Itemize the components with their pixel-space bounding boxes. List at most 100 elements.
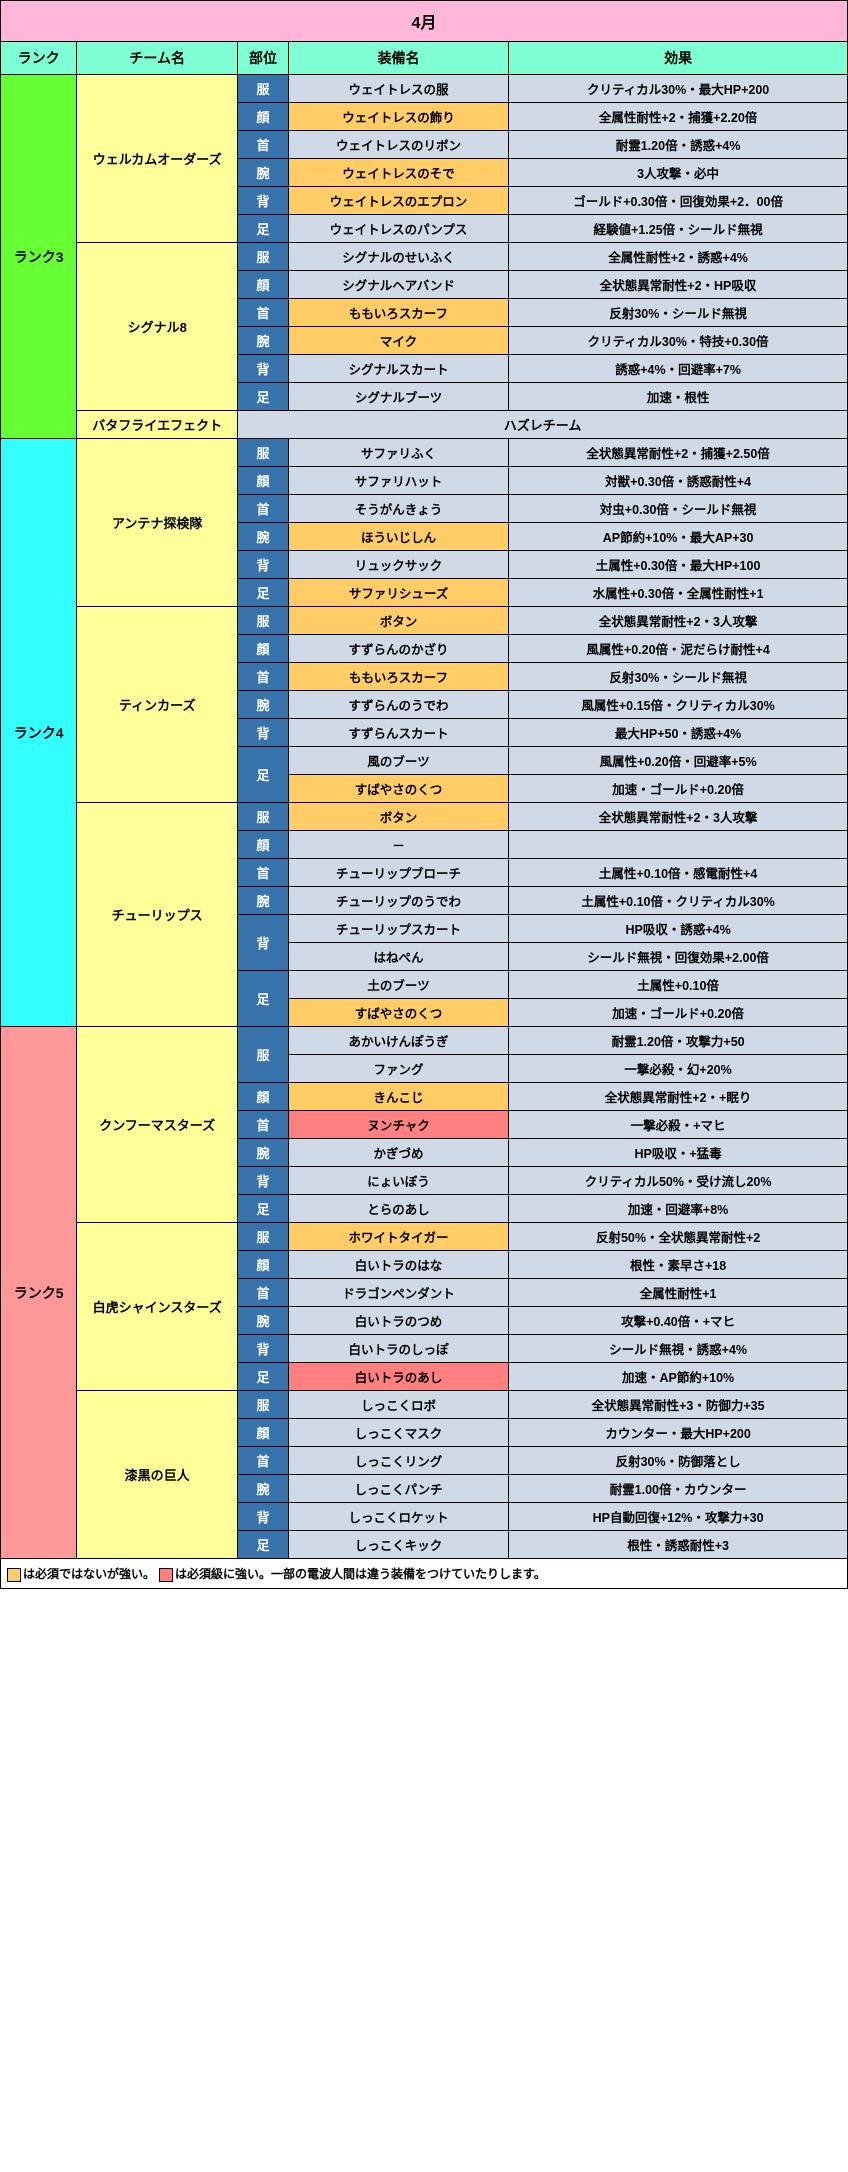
legend-red-text: は必須級に強い。一部の電波人間は違う装備をつけていたりします。 bbox=[175, 1567, 546, 1581]
slot-cell: 足 bbox=[238, 1363, 289, 1391]
equip-name: すずらんスカート bbox=[288, 719, 508, 747]
equip-name: ウェイトレスのリボン bbox=[288, 131, 508, 159]
slot-cell: 顔 bbox=[238, 103, 289, 131]
effect-text: ゴールド+0.30倍・回復効果+2．00倍 bbox=[509, 187, 848, 215]
rank-cell: ランク3 bbox=[1, 75, 77, 439]
effect-text: 全属性耐性+2・誘惑+4% bbox=[509, 243, 848, 271]
slot-cell: 足 bbox=[238, 1531, 289, 1559]
effect-text: 経験値+1.25倍・シールド無視 bbox=[509, 215, 848, 243]
effect-text: 対虫+0.30倍・シールド無視 bbox=[509, 495, 848, 523]
effect-text: 反射30%・シールド無視 bbox=[509, 663, 848, 691]
equip-name: すずらんのかざり bbox=[288, 635, 508, 663]
slot-cell: 服 bbox=[238, 75, 289, 103]
effect-text: シールド無視・回復効果+2.00倍 bbox=[509, 943, 848, 971]
effect-text: クリティカル30%・最大HP+200 bbox=[509, 75, 848, 103]
team-name: バタフライエフェクト bbox=[77, 411, 238, 439]
header-rank: ランク bbox=[1, 42, 77, 75]
slot-cell: 腕 bbox=[238, 523, 289, 551]
slot-cell: 首 bbox=[238, 131, 289, 159]
effect-text: 土属性+0.10倍・感電耐性+4 bbox=[509, 859, 848, 887]
slot-cell: 背 bbox=[238, 187, 289, 215]
slot-cell: 顔 bbox=[238, 1419, 289, 1447]
effect-text: 耐霊1.20倍・誘惑+4% bbox=[509, 131, 848, 159]
rank-cell: ランク4 bbox=[1, 439, 77, 1027]
slot-cell: 首 bbox=[238, 1447, 289, 1475]
effect-text: 根性・誘惑耐性+3 bbox=[509, 1531, 848, 1559]
team-name: ティンカーズ bbox=[77, 607, 238, 803]
equip-name: リュックサック bbox=[288, 551, 508, 579]
effect-text: HP吸収・誘惑+4% bbox=[509, 915, 848, 943]
equip-name: チューリップのうでわ bbox=[288, 887, 508, 915]
slot-cell: 腕 bbox=[238, 159, 289, 187]
slot-cell: 背 bbox=[238, 719, 289, 747]
effect-text: 全属性耐性+2・捕獲+2.20倍 bbox=[509, 103, 848, 131]
slot-cell: 足 bbox=[238, 215, 289, 243]
equip-name: シグナルヘアバンド bbox=[288, 271, 508, 299]
equip-name: しっこくロケット bbox=[288, 1503, 508, 1531]
team-name: ウェルカムオーダーズ bbox=[77, 75, 238, 243]
slot-cell: 顔 bbox=[238, 1083, 289, 1111]
effect-text: 反射50%・全状態異常耐性+2 bbox=[509, 1223, 848, 1251]
effect-text: 風属性+0.20倍・泥だらけ耐性+4 bbox=[509, 635, 848, 663]
slot-cell: 首 bbox=[238, 1279, 289, 1307]
slot-cell: 腕 bbox=[238, 1139, 289, 1167]
equip-name: 白いトラのしっぽ bbox=[288, 1335, 508, 1363]
effect-text: 風属性+0.20倍・回避率+5% bbox=[509, 747, 848, 775]
equip-name: 土のブーツ bbox=[288, 971, 508, 999]
slot-cell: 顔 bbox=[238, 467, 289, 495]
effect-text: 全属性耐性+1 bbox=[509, 1279, 848, 1307]
effect-text: 加速・ゴールド+0.20倍 bbox=[509, 999, 848, 1027]
slot-cell: 服 bbox=[238, 1223, 289, 1251]
equip-name: しっこくマスク bbox=[288, 1419, 508, 1447]
effect-text: 水属性+0.30倍・全属性耐性+1 bbox=[509, 579, 848, 607]
slot-cell: 服 bbox=[238, 439, 289, 467]
equip-name: 白いトラのあし bbox=[288, 1363, 508, 1391]
equip-name: しっこくパンチ bbox=[288, 1475, 508, 1503]
slot-cell: 服 bbox=[238, 243, 289, 271]
slot-cell: 首 bbox=[238, 299, 289, 327]
slot-cell: 首 bbox=[238, 495, 289, 523]
slot-cell: 首 bbox=[238, 859, 289, 887]
slot-cell: 背 bbox=[238, 915, 289, 971]
effect-text: 一撃必殺・幻+20% bbox=[509, 1055, 848, 1083]
equip-name: サファリふく bbox=[288, 439, 508, 467]
slot-cell: 首 bbox=[238, 663, 289, 691]
effect-text: 対獣+0.30倍・誘惑耐性+4 bbox=[509, 467, 848, 495]
equip-name: 風のブーツ bbox=[288, 747, 508, 775]
slot-cell: 足 bbox=[238, 971, 289, 1027]
equip-name: にょいぼう bbox=[288, 1167, 508, 1195]
effect-text: 全状態異常耐性+2・捕獲+2.50倍 bbox=[509, 439, 848, 467]
slot-cell: 首 bbox=[238, 1111, 289, 1139]
effect-text: 加速・回避率+8% bbox=[509, 1195, 848, 1223]
equip-name: ウェイトレスの飾り bbox=[288, 103, 508, 131]
team-name: チューリップス bbox=[77, 803, 238, 1027]
effect-text: 全状態異常耐性+3・防御力+35 bbox=[509, 1391, 848, 1419]
effect-text: 風属性+0.15倍・クリティカル30% bbox=[509, 691, 848, 719]
slot-cell: 腕 bbox=[238, 887, 289, 915]
effect-text bbox=[509, 831, 848, 859]
equip-name: ヌンチャク bbox=[288, 1111, 508, 1139]
equip-name: しっこくキック bbox=[288, 1531, 508, 1559]
effect-text: 反射30%・シールド無視 bbox=[509, 299, 848, 327]
effect-text: 全状態異常耐性+2・HP吸収 bbox=[509, 271, 848, 299]
equip-name: ももいろスカーフ bbox=[288, 663, 508, 691]
header-effect: 効果 bbox=[509, 42, 848, 75]
equipment-table: 4月 ランク チーム名 部位 装備名 効果 ランク3ウェルカムオーダーズ服ウェイ… bbox=[0, 0, 848, 1589]
equip-name: 白いトラのつめ bbox=[288, 1307, 508, 1335]
month-title: 4月 bbox=[1, 1, 848, 42]
equip-name: チューリップスカート bbox=[288, 915, 508, 943]
equip-name: あかいけんぽうぎ bbox=[288, 1027, 508, 1055]
slot-cell: 服 bbox=[238, 803, 289, 831]
effect-text: 最大HP+50・誘惑+4% bbox=[509, 719, 848, 747]
slot-cell: 腕 bbox=[238, 1475, 289, 1503]
equip-name: サファリシューズ bbox=[288, 579, 508, 607]
legend-red-box bbox=[159, 1568, 173, 1582]
equip-name: ウェイトレスのエプロン bbox=[288, 187, 508, 215]
effect-text: 土属性+0.10倍 bbox=[509, 971, 848, 999]
equip-name: ももいろスカーフ bbox=[288, 299, 508, 327]
slot-cell: 足 bbox=[238, 383, 289, 411]
equip-name: シグナルスカート bbox=[288, 355, 508, 383]
effect-text: HP吸収・+猛毒 bbox=[509, 1139, 848, 1167]
slot-cell: 顔 bbox=[238, 635, 289, 663]
hazure-label: ハズレチーム bbox=[238, 411, 848, 439]
